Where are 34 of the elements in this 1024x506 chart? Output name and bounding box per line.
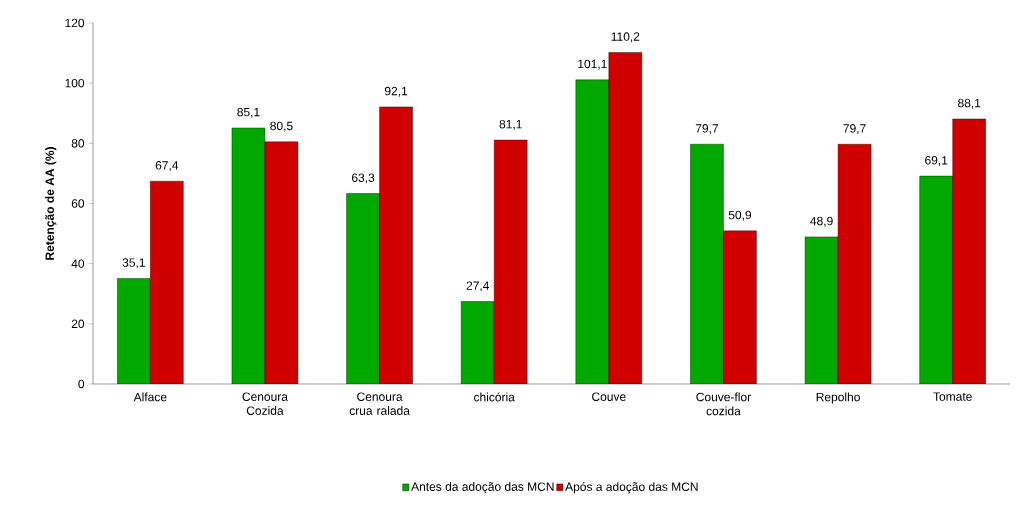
- x-tick-label: Cenoura Cozida: [242, 392, 288, 415]
- data-label: 88,1: [958, 98, 981, 109]
- data-label: 81,1: [499, 119, 522, 130]
- x-tick-label: Couve: [592, 392, 626, 401]
- y-tick-label: 0: [78, 379, 85, 389]
- data-label: 48,9: [810, 216, 833, 227]
- data-label: 110,2: [611, 32, 640, 43]
- data-label: 63,3: [352, 173, 375, 184]
- data-label: 79,7: [695, 124, 719, 135]
- y-tick-label: 60: [71, 199, 85, 208]
- x-tick-label: chicória: [474, 392, 515, 402]
- legend-label: Após a adoção das MCN: [565, 482, 698, 494]
- x-tick-label: Couve-flor cozida: [696, 392, 751, 416]
- data-label: 50,9: [728, 210, 752, 221]
- y-axis-title: Retenção de AA (%): [45, 147, 57, 260]
- data-label: 101,1: [578, 59, 607, 70]
- x-tick-label: Cenoura crua ralada: [349, 392, 410, 415]
- y-tick-label: 20: [71, 319, 85, 329]
- data-label: 35,1: [122, 258, 145, 269]
- data-label: 69,1: [925, 156, 948, 166]
- data-label: 67,4: [155, 161, 179, 172]
- data-label: 85,1: [237, 107, 260, 118]
- data-label: 92,1: [384, 86, 408, 97]
- data-label: 27,4: [466, 281, 490, 292]
- data-label: 79,7: [843, 124, 866, 135]
- y-tick-label: 120: [65, 18, 85, 28]
- x-tick-label: Alface: [133, 392, 167, 402]
- y-tick-label: 40: [71, 259, 85, 268]
- legend-label: Antes da adoção das MCN: [411, 482, 554, 494]
- data-label: 80,5: [270, 121, 293, 132]
- x-tick-label: Tomate: [933, 392, 972, 401]
- y-tick-label: 100: [65, 78, 85, 88]
- y-tick-label: 80: [71, 139, 85, 148]
- x-tick-label: Repolho: [816, 392, 860, 404]
